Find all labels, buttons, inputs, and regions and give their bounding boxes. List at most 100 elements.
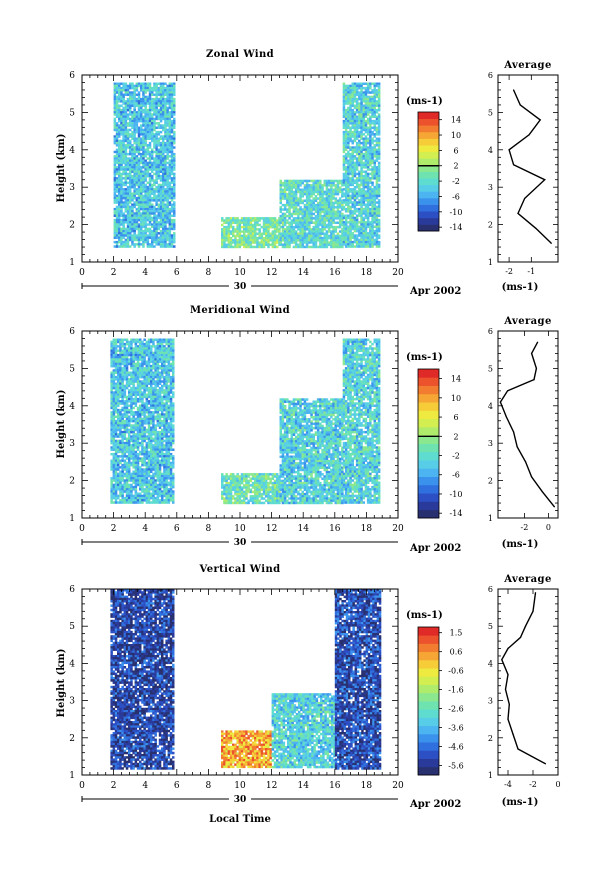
heatmap-cell	[251, 228, 255, 231]
heatmap-cell	[168, 137, 172, 140]
heatmap-cell	[358, 207, 361, 211]
heatmap-cell	[148, 232, 152, 235]
heatmap-cell	[353, 190, 357, 193]
heatmap-cell	[377, 166, 381, 169]
heatmap-cell	[144, 133, 147, 136]
heatmap-cell	[342, 86, 346, 90]
heatmap-cell	[305, 217, 309, 220]
heatmap-cell	[358, 91, 361, 94]
heatmap-cell	[145, 351, 149, 355]
heatmap-cell	[146, 194, 150, 198]
heatmap-cell	[312, 232, 315, 235]
heatmap-cell	[122, 144, 125, 147]
heatmap-cell	[166, 216, 169, 220]
heatmap-cell	[347, 192, 350, 195]
heatmap-cell	[164, 238, 167, 242]
heatmap-cell	[377, 141, 381, 145]
heatmap-cell	[134, 340, 138, 344]
heatmap-cell	[133, 102, 136, 105]
heatmap-cell	[351, 108, 354, 112]
heatmap-cell	[260, 236, 264, 240]
heatmap-cell	[325, 181, 329, 185]
heatmap-cell	[117, 340, 120, 344]
heatmap-cell	[223, 221, 226, 224]
heatmap-cell	[146, 166, 150, 169]
heatmap-cell	[141, 360, 144, 363]
heatmap-cell	[166, 221, 169, 224]
heatmap-cell	[112, 384, 116, 388]
heatmap-cell	[355, 117, 359, 121]
heatmap-cell	[158, 378, 162, 381]
heatmap-cell	[353, 135, 357, 138]
heatmap-cell	[245, 236, 248, 240]
heatmap-cell	[113, 128, 117, 132]
heatmap-cell	[369, 141, 372, 145]
heatmap-cell	[173, 194, 176, 198]
heatmap-cell	[115, 148, 119, 151]
heatmap-cell	[159, 91, 163, 94]
heatmap-cell	[292, 203, 296, 207]
heatmap-cell	[299, 195, 302, 198]
heatmap-cell	[292, 206, 296, 209]
heatmap-cell	[283, 228, 287, 231]
heatmap-cell	[135, 177, 139, 180]
heatmap-cell	[342, 201, 346, 204]
heatmap-cell	[353, 240, 357, 244]
heatmap-cell	[128, 378, 131, 381]
heatmap-cell	[128, 384, 131, 388]
heatmap-cell	[137, 210, 141, 213]
heatmap-cell	[312, 188, 315, 191]
heatmap-cell	[142, 223, 145, 226]
heatmap-cell	[167, 351, 171, 355]
heatmap-cell	[360, 188, 363, 191]
colorbar-tick-label: -6	[452, 192, 460, 201]
heatmap-cell	[120, 210, 123, 213]
heatmap-cell	[353, 126, 357, 129]
heatmap-cell	[115, 106, 119, 110]
heatmap-cell	[341, 219, 344, 222]
heatmap-cell	[144, 234, 147, 237]
heatmap-cell	[299, 223, 302, 227]
heatmap-cell	[140, 84, 143, 88]
colorbar-swatch	[418, 138, 439, 146]
heatmap-cell	[371, 148, 374, 151]
heatmap-cell	[170, 190, 174, 193]
heatmap-cell	[297, 201, 300, 205]
heatmap-cell	[137, 146, 141, 149]
heatmap-cell	[310, 203, 313, 207]
heatmap-cell	[159, 179, 163, 182]
heatmap-cell	[355, 148, 359, 151]
heatmap-cell	[342, 104, 346, 107]
heatmap-cell	[170, 126, 174, 129]
heatmap-cell	[126, 106, 130, 110]
heatmap-cell	[170, 207, 174, 211]
heatmap-cell	[344, 185, 348, 189]
heatmap-cell	[301, 179, 304, 183]
heatmap-cell	[373, 205, 376, 209]
heatmap-cell	[143, 386, 146, 390]
heatmap-cell	[148, 201, 152, 204]
heatmap-cell	[142, 212, 145, 215]
heatmap-cell	[305, 210, 309, 213]
heatmap-cell	[170, 102, 174, 105]
heatmap-cell	[351, 133, 354, 136]
heatmap-cell	[133, 188, 136, 191]
heatmap-cell	[360, 190, 363, 193]
heatmap-cell	[301, 225, 304, 229]
heatmap-cell	[351, 190, 354, 193]
heatmap-cell	[377, 199, 381, 202]
heatmap-cell	[305, 241, 309, 244]
heatmap-cell	[294, 245, 298, 249]
heatmap-cell	[366, 179, 370, 182]
heatmap-cell	[153, 172, 156, 176]
heatmap-cell	[279, 184, 282, 187]
heatmap-cell	[115, 155, 119, 158]
heatmap-cell	[308, 230, 311, 233]
heatmap-cell	[119, 373, 122, 377]
heatmap-cell	[148, 102, 152, 105]
heatmap-cell	[122, 214, 125, 217]
heatmap-cell	[344, 133, 348, 136]
heatmap-cell	[373, 126, 376, 129]
heatmap-cell	[299, 188, 302, 191]
heatmap-cell	[323, 184, 326, 187]
